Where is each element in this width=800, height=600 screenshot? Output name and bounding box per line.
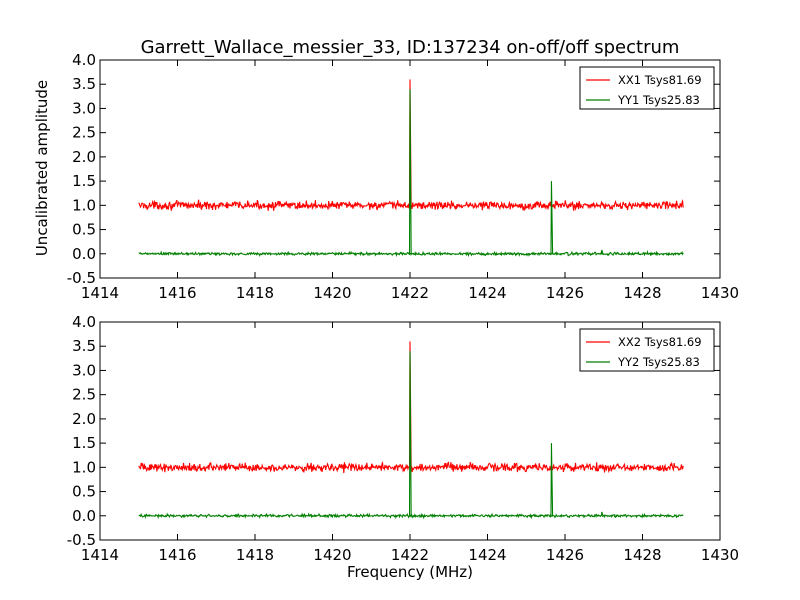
y-tick-label: 3.0 [72, 99, 96, 117]
x-tick-label: 1424 [468, 284, 506, 302]
x-tick-label: 1418 [236, 284, 274, 302]
x-tick-label: 1422 [391, 284, 429, 302]
series-line-yy2 [138, 351, 684, 520]
y-tick-label: 0.5 [72, 483, 96, 501]
x-tick-label: 1420 [313, 284, 351, 302]
x-tick-label: 1428 [623, 546, 661, 564]
legend-entry: YY1 Tsys25.83 [617, 93, 700, 107]
y-tick-label: 4.0 [72, 51, 96, 69]
y-tick-label: 2.5 [72, 386, 96, 404]
x-tick-label: 1430 [701, 546, 739, 564]
x-axis-label: Frequency (MHz) [347, 563, 473, 581]
y-tick-label: 2.0 [72, 148, 96, 166]
plot-panel-1: 1414 1416 1418 1420 1422 1424 1426 1428 1430 -0.5… [67, 51, 739, 302]
figure-title: Garrett_Wallace_messier_33, ID:137234 on… [141, 37, 680, 58]
legend-box [579, 328, 715, 372]
y-tick-label: 3.0 [72, 361, 96, 379]
y-tick-label: 0.5 [72, 221, 96, 239]
x-tick-label: 1416 [158, 546, 196, 564]
x-tick-label: 1420 [313, 546, 351, 564]
plot-panel-2: 1414 1416 1418 1420 1422 1424 1426 1428 1430 -0.5… [67, 313, 739, 564]
x-tick-label: 1426 [546, 284, 584, 302]
series-group [138, 79, 684, 258]
y-tick-label: 0.0 [72, 245, 96, 263]
x-tick-label: 1426 [546, 546, 584, 564]
y-tick-label: 1.0 [72, 458, 96, 476]
legend: XX2 Tsys81.69 YY2 Tsys25.83 [579, 328, 715, 372]
legend-box [579, 66, 715, 110]
y-tick-label: -0.5 [67, 269, 96, 287]
x-tick-label: 1416 [158, 284, 196, 302]
legend-entry: YY2 Tsys25.83 [617, 355, 700, 369]
y-tick-label: 1.0 [72, 196, 96, 214]
y-tick-label: 1.5 [72, 434, 96, 452]
y-tick-label: 2.0 [72, 410, 96, 428]
y-tick-label: 3.5 [72, 75, 96, 93]
series-group [138, 341, 684, 520]
y-axis-label: Uncalibrated amplitude [33, 80, 51, 256]
y-tick-label: 3.5 [72, 337, 96, 355]
y-tick-label: 0.0 [72, 507, 96, 525]
x-tick-label: 1430 [701, 284, 739, 302]
x-tick-label: 1422 [391, 546, 429, 564]
x-tick-label: 1424 [468, 546, 506, 564]
x-tick-label: 1414 [81, 284, 119, 302]
y-tick-label: 4.0 [72, 313, 96, 331]
y-tick-label: -0.5 [67, 531, 96, 549]
legend: XX1 Tsys81.69 YY1 Tsys25.83 [579, 66, 715, 110]
x-tick-label: 1418 [236, 546, 274, 564]
legend-entry: XX2 Tsys81.69 [618, 335, 702, 349]
y-tick-label: 2.5 [72, 124, 96, 142]
x-tick-label: 1414 [81, 546, 119, 564]
y-tick-label: 1.5 [72, 172, 96, 190]
series-line-yy1 [138, 89, 684, 258]
legend-entry: XX1 Tsys81.69 [618, 73, 702, 87]
x-tick-label: 1428 [623, 284, 661, 302]
